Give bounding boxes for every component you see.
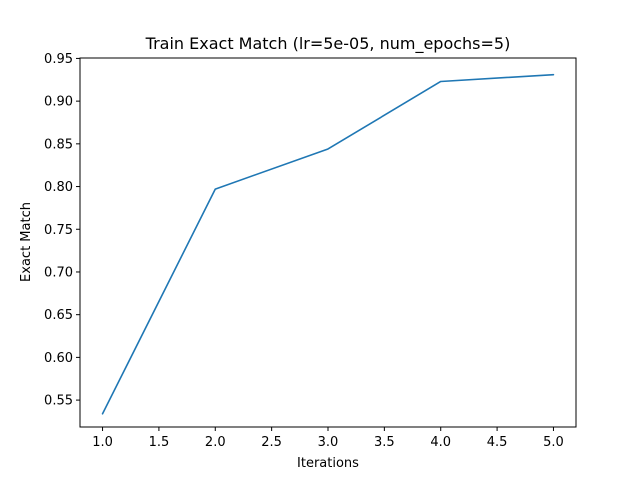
y-tick-label: 0.90 [44,95,73,110]
x-tick-label: 2.5 [261,435,282,450]
y-tick-label: 0.60 [44,351,73,366]
x-axis: 1.0 1.5 2.0 2.5 3.0 3.5 4.0 4.5 5.0 [92,427,564,450]
chart-title: Train Exact Match (lr=5e-05, num_epochs=… [145,34,511,54]
x-axis-label: Iterations [297,456,359,471]
x-tick-label: 4.0 [430,435,451,450]
y-tick-label: 0.85 [44,137,73,152]
x-tick-label: 1.0 [92,435,113,450]
y-tick-label: 0.75 [44,223,73,238]
y-tick-label: 0.95 [44,52,73,67]
y-tick-label: 0.70 [44,265,73,280]
y-axis: 0.55 0.60 0.65 0.70 0.75 0.80 0.85 0.90 0.95 [44,52,80,409]
x-tick-label: 4.5 [487,435,508,450]
y-tick-label: 0.55 [44,394,73,409]
x-tick-label: 1.5 [149,435,170,450]
x-tick-label: 3.0 [318,435,339,450]
x-tick-label: 2.0 [205,435,226,450]
x-tick-label: 3.5 [374,435,395,450]
y-tick-label: 0.65 [44,308,73,323]
series-layer [101,73,555,415]
y-tick-label: 0.80 [44,180,73,195]
y-axis-label: Exact Match [19,202,34,282]
x-tick-label: 5.0 [543,435,564,450]
